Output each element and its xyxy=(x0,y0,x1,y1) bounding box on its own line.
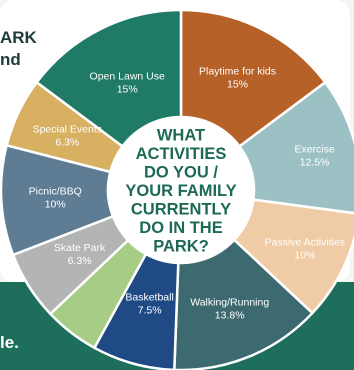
partial-footer-text: le. xyxy=(0,333,19,352)
slice-label: Picnic/BBQ xyxy=(29,185,82,197)
slice-labels: Playtime for kids15%Exercise12.5%Passive… xyxy=(29,65,345,321)
slice-label: Special Events xyxy=(33,124,102,136)
slice-label: Basketball xyxy=(125,292,173,304)
center-hole xyxy=(108,117,254,263)
slice-value: 10% xyxy=(294,250,315,262)
center-question-line: DO IN THE xyxy=(139,219,222,237)
slice-label: Passive Activities xyxy=(265,237,346,249)
center-question-line: PARK? xyxy=(153,238,209,256)
slice-label: Skate Park xyxy=(54,242,106,254)
slice-group xyxy=(0,8,354,370)
slice-label: Walking/Running xyxy=(190,296,269,308)
center-question-line: ACTIVITIES xyxy=(136,145,227,163)
slice-label: Open Lawn Use xyxy=(90,71,165,83)
slice-value: 12.5% xyxy=(300,156,330,168)
slice-value: 13.8% xyxy=(215,309,245,321)
center-question-line: YOUR FAMILY xyxy=(125,182,236,200)
slice-value: 10% xyxy=(45,198,66,210)
partial-heading-line2: nd xyxy=(0,50,21,69)
partial-heading-line1: ARK xyxy=(0,28,37,47)
center-question-line: CURRENTLY xyxy=(131,201,231,219)
slice-value: 15% xyxy=(117,84,138,96)
slice-value: 6.3% xyxy=(68,255,92,267)
slice-value: 7.5% xyxy=(138,305,162,317)
slice-value: 6.3% xyxy=(55,137,79,149)
slice-label: Exercise xyxy=(294,143,334,155)
slice-label: Playtime for kids xyxy=(199,65,276,77)
center-question-line: WHAT xyxy=(157,127,205,145)
center-question-line: DO YOU / xyxy=(144,164,218,182)
slice-value: 15% xyxy=(227,78,248,90)
